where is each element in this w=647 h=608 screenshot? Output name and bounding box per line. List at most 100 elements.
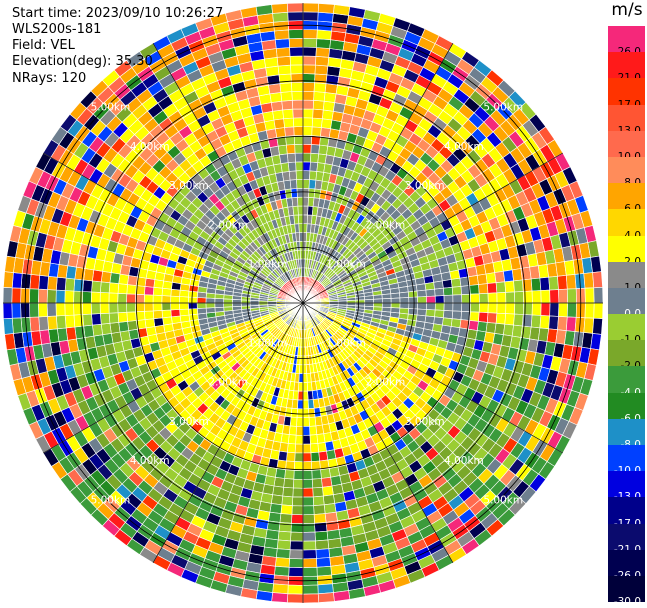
velocity-gate	[557, 316, 568, 332]
velocity-gate	[126, 284, 137, 295]
velocity-gate	[279, 513, 293, 524]
colorbar-bin: 8.0	[608, 156, 645, 189]
velocity-gate	[280, 504, 293, 515]
velocity-gate	[282, 486, 294, 498]
velocity-gate	[276, 539, 291, 551]
velocity-gate	[161, 287, 172, 297]
velocity-gate	[399, 302, 410, 309]
velocity-gate	[302, 487, 314, 498]
colorbar-bin: 0.0	[608, 287, 645, 320]
velocity-gate	[108, 302, 119, 314]
velocity-gate	[593, 286, 604, 304]
velocity-gate	[144, 286, 155, 296]
velocity-gate	[291, 90, 304, 101]
velocity-gate	[187, 302, 198, 310]
velocity-gate	[90, 291, 101, 304]
velocity-gate	[271, 3, 289, 14]
velocity-gate	[255, 590, 273, 602]
range-ring-label: 5.00km	[91, 102, 131, 114]
velocity-gate	[295, 434, 304, 445]
velocity-gate	[442, 279, 453, 289]
velocity-gate	[302, 452, 312, 463]
velocity-gate	[91, 313, 102, 326]
velocity-gate	[548, 315, 559, 331]
velocity-gate	[272, 485, 284, 497]
velocity-gate	[275, 127, 286, 138]
velocity-gate	[317, 11, 334, 23]
velocity-gate	[275, 548, 291, 559]
colorbar-bin: 17.0	[608, 78, 645, 111]
velocity-gate	[450, 277, 462, 288]
velocity-gate	[277, 530, 292, 542]
velocity-gate	[316, 38, 332, 49]
velocity-gate	[286, 443, 296, 454]
velocity-gate	[593, 302, 604, 320]
velocity-gate	[290, 531, 304, 542]
velocity-gate	[4, 333, 16, 351]
velocity-gate	[451, 310, 462, 320]
velocity-gate	[298, 223, 304, 233]
velocity-gate	[170, 309, 181, 318]
velocity-gate	[296, 179, 304, 189]
colorbar-bin: -21.0	[608, 523, 645, 556]
velocity-gate	[276, 55, 291, 67]
velocity-gate	[302, 11, 319, 22]
velocity-gate	[29, 274, 41, 290]
velocity-gate	[530, 314, 542, 329]
velocity-gate	[540, 302, 551, 317]
range-ring-label: 3.00km	[169, 416, 209, 428]
velocity-gate	[281, 99, 294, 111]
velocity-gate	[302, 434, 311, 445]
velocity-gate	[302, 37, 318, 48]
velocity-gate	[64, 277, 76, 292]
velocity-gate	[284, 469, 295, 480]
velocity-gate	[99, 302, 110, 314]
velocity-gate	[288, 37, 304, 48]
velocity-gate	[273, 476, 285, 488]
velocity-gate	[390, 297, 401, 304]
azimuth-spoke	[302, 152, 563, 304]
velocity-gate	[274, 557, 290, 568]
velocity-gate	[302, 29, 318, 40]
velocity-gate	[443, 310, 454, 320]
velocity-gate	[196, 302, 207, 309]
velocity-gate	[302, 566, 318, 577]
colorbar-bin: 6.0	[608, 183, 645, 215]
velocity-gate	[469, 311, 480, 322]
velocity-gate	[161, 309, 172, 319]
velocity-gate	[92, 323, 103, 337]
velocity-gate	[317, 3, 335, 14]
velocity-gate	[273, 118, 285, 130]
colorbar-bin: 10.0	[608, 130, 645, 163]
velocity-gate	[287, 161, 297, 172]
velocity-gate	[282, 108, 294, 120]
velocity-gate	[126, 302, 136, 313]
velocity-gate	[205, 307, 216, 314]
velocity-gate	[415, 283, 427, 292]
velocity-gate	[109, 322, 121, 334]
range-ring-label: 1.00km	[326, 259, 366, 271]
nrays-label: NRays: 120	[12, 71, 87, 86]
velocity-gate	[302, 549, 317, 560]
velocity-gate	[82, 291, 92, 304]
velocity-gate	[143, 302, 154, 312]
velocity-gate	[272, 583, 289, 595]
velocity-gate	[408, 296, 419, 304]
velocity-gate	[468, 320, 479, 331]
velocity-gate	[100, 270, 112, 284]
velocity-gate	[55, 315, 67, 330]
velocity-gate	[309, 425, 318, 436]
velocity-gate	[292, 205, 299, 216]
range-ring-label: 2.00km	[366, 219, 406, 231]
velocity-gate	[269, 503, 283, 514]
velocity-gate	[302, 205, 309, 216]
velocity-gate	[314, 415, 323, 427]
range-ring-label: 3.00km	[169, 180, 209, 192]
colorbar-bin: -4.0	[608, 366, 645, 399]
velocity-gate	[29, 316, 41, 332]
velocity-gate	[566, 288, 577, 304]
colorbar-bin: 13.0	[608, 104, 645, 137]
velocity-gate	[280, 91, 293, 102]
velocity-gate	[434, 287, 445, 297]
velocity-gate	[322, 100, 336, 112]
